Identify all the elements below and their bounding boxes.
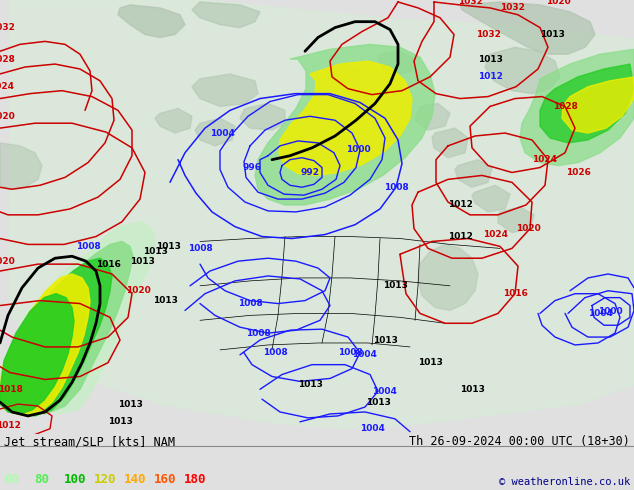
Polygon shape: [240, 103, 285, 130]
Text: 1020: 1020: [0, 257, 15, 266]
Text: 100: 100: [64, 473, 86, 487]
Text: 1013: 1013: [117, 399, 143, 409]
Text: 1013: 1013: [129, 257, 155, 266]
Text: 1008: 1008: [188, 244, 212, 253]
Text: 60: 60: [4, 473, 19, 487]
Text: 180: 180: [184, 473, 207, 487]
Text: 1024: 1024: [533, 155, 557, 164]
Text: 1004: 1004: [588, 309, 612, 318]
Polygon shape: [192, 74, 258, 106]
Polygon shape: [10, 0, 634, 429]
Text: 1018: 1018: [0, 385, 22, 394]
Text: 1000: 1000: [598, 307, 623, 316]
Polygon shape: [472, 185, 510, 212]
Text: 1012: 1012: [448, 232, 472, 241]
Text: 1000: 1000: [346, 146, 370, 154]
Text: 1032: 1032: [458, 0, 482, 6]
Text: 1026: 1026: [566, 168, 590, 177]
Text: 1004: 1004: [359, 424, 384, 433]
Text: 1013: 1013: [540, 30, 564, 39]
Polygon shape: [325, 64, 362, 89]
Text: 1032: 1032: [476, 30, 500, 39]
Text: 1008: 1008: [384, 183, 408, 192]
Polygon shape: [0, 274, 90, 416]
Text: 80: 80: [34, 473, 49, 487]
Text: 1004: 1004: [372, 387, 396, 396]
Polygon shape: [415, 103, 450, 130]
Text: 1028: 1028: [553, 102, 578, 111]
Text: 1013: 1013: [460, 385, 484, 394]
Text: 1020: 1020: [515, 224, 540, 233]
Text: 140: 140: [124, 473, 146, 487]
Polygon shape: [255, 45, 435, 205]
Text: 1008: 1008: [238, 299, 262, 308]
Polygon shape: [0, 258, 112, 416]
Polygon shape: [195, 118, 235, 146]
Text: 1028: 1028: [0, 54, 15, 64]
Text: 120: 120: [94, 473, 117, 487]
Text: 1013: 1013: [297, 380, 323, 389]
Text: 1008: 1008: [245, 329, 270, 338]
Polygon shape: [118, 5, 185, 37]
Polygon shape: [460, 2, 595, 54]
Polygon shape: [485, 48, 560, 94]
Polygon shape: [562, 77, 634, 133]
Text: 1016: 1016: [96, 260, 120, 269]
Polygon shape: [0, 294, 74, 414]
Text: 1012: 1012: [477, 73, 502, 81]
Text: 1008: 1008: [262, 348, 287, 357]
Polygon shape: [279, 61, 412, 175]
Polygon shape: [155, 108, 192, 133]
Polygon shape: [498, 207, 534, 233]
Polygon shape: [192, 2, 260, 27]
Polygon shape: [540, 64, 634, 143]
Text: 1013: 1013: [153, 296, 178, 305]
Text: 992: 992: [301, 168, 320, 177]
Text: 1013: 1013: [382, 281, 408, 290]
Text: 1013: 1013: [373, 336, 398, 344]
Text: 1013: 1013: [477, 54, 502, 64]
Text: 1024: 1024: [484, 230, 508, 239]
Text: 1013: 1013: [418, 358, 443, 367]
Polygon shape: [378, 51, 415, 75]
Text: 1004: 1004: [210, 128, 235, 138]
Polygon shape: [432, 128, 468, 158]
Text: © weatheronline.co.uk: © weatheronline.co.uk: [499, 477, 630, 487]
Text: Th 26-09-2024 00:00 UTC (18+30): Th 26-09-2024 00:00 UTC (18+30): [409, 435, 630, 448]
Text: 1032: 1032: [500, 3, 524, 12]
Polygon shape: [0, 242, 133, 414]
Text: 1008: 1008: [75, 242, 100, 251]
Text: 1013: 1013: [108, 417, 133, 426]
Text: 160: 160: [154, 473, 176, 487]
Text: 1012: 1012: [448, 200, 472, 210]
Text: 1012: 1012: [0, 421, 20, 430]
Text: 996: 996: [242, 163, 261, 172]
Polygon shape: [0, 222, 155, 414]
Text: 1008: 1008: [338, 348, 363, 357]
Text: 1004: 1004: [352, 350, 377, 359]
Text: 1013: 1013: [143, 247, 167, 256]
Polygon shape: [520, 49, 634, 166]
Text: 1013: 1013: [155, 242, 181, 251]
Text: 1020: 1020: [126, 286, 150, 295]
Text: 1016: 1016: [503, 289, 527, 298]
Polygon shape: [455, 160, 492, 187]
Text: Jet stream/SLP [kts] NAM: Jet stream/SLP [kts] NAM: [4, 435, 175, 448]
Text: 1020: 1020: [0, 112, 15, 121]
Text: 1020: 1020: [546, 0, 571, 6]
Polygon shape: [418, 245, 478, 311]
Text: 1024: 1024: [0, 82, 15, 91]
Polygon shape: [0, 143, 42, 189]
Text: 1013: 1013: [366, 397, 391, 407]
Text: 1032: 1032: [0, 23, 15, 32]
